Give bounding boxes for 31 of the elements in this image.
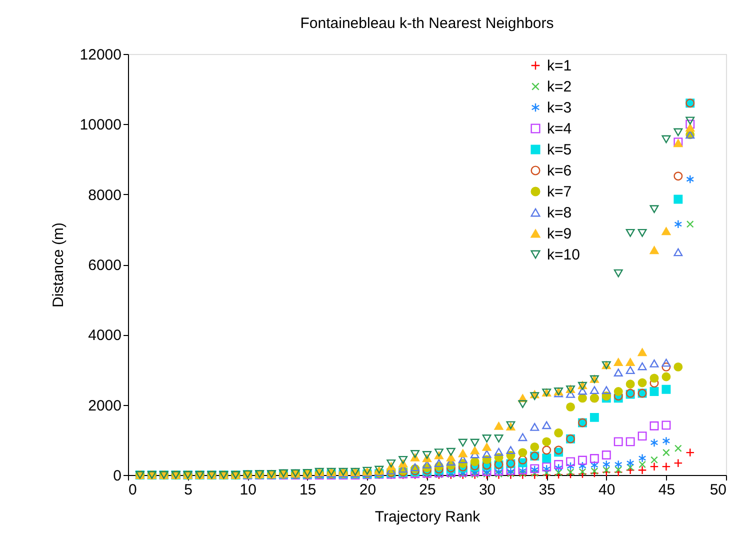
legend-label: k=4 bbox=[547, 120, 572, 138]
legend-label: k=9 bbox=[547, 226, 572, 242]
legend-label: k=7 bbox=[547, 184, 572, 200]
x-tick-label: 15 bbox=[300, 482, 316, 498]
y-tick-label: 12000 bbox=[80, 46, 122, 64]
x-tick-label: 25 bbox=[419, 482, 436, 498]
x-tick-label: 20 bbox=[359, 482, 376, 498]
x-tick-label: 0 bbox=[128, 482, 137, 498]
y-tick-label: 8000 bbox=[88, 186, 122, 204]
x-axis-title: Trajectory Rank bbox=[374, 508, 481, 526]
legend-label: k=10 bbox=[547, 246, 580, 264]
x-tick-label: 35 bbox=[538, 482, 556, 498]
chart-title: Fontainebleau k-th Nearest Neighbors bbox=[300, 15, 554, 32]
x-tick-label: 50 bbox=[710, 482, 726, 498]
x-tick-label: 40 bbox=[598, 482, 616, 498]
legend-label: k=8 bbox=[547, 204, 572, 222]
y-tick-label: 4000 bbox=[88, 327, 122, 344]
x-tick-label: 30 bbox=[478, 482, 496, 498]
y-tick-label: 2000 bbox=[88, 397, 122, 414]
legend-label: k=5 bbox=[547, 142, 572, 158]
legend-label: k=1 bbox=[547, 58, 572, 74]
x-tick-label: 10 bbox=[240, 482, 256, 498]
x-tick-label: 5 bbox=[184, 482, 192, 498]
x-tick-label: 45 bbox=[658, 482, 676, 498]
y-axis-title: Distance (m) bbox=[50, 222, 67, 308]
legend-label: k=6 bbox=[547, 162, 572, 180]
legend-label: k=2 bbox=[547, 78, 572, 96]
legend-label: k=3 bbox=[547, 100, 572, 116]
y-tick-label: 10000 bbox=[80, 116, 122, 134]
y-tick-label: 0 bbox=[113, 468, 122, 484]
y-tick-label: 6000 bbox=[88, 257, 122, 274]
